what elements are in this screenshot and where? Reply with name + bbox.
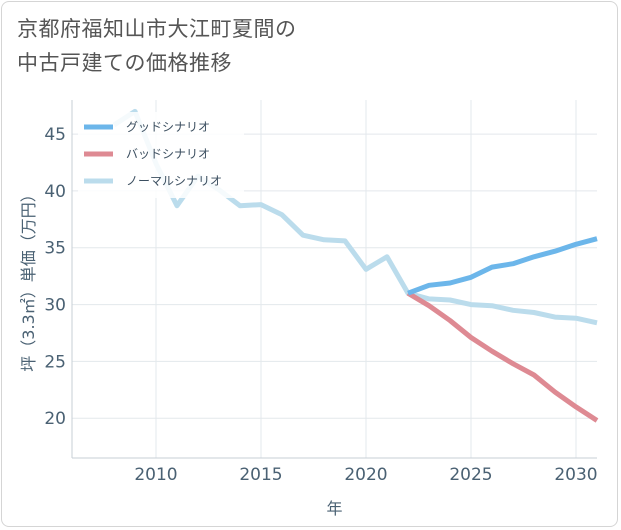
y-tick-label: 30 [44,296,66,316]
y-tick-label: 35 [44,239,66,259]
chart-title: 京都府福知山市大江町夏間の 中古戸建ての価格推移 [17,12,297,80]
legend-label[interactable]: バッドシナリオ [126,147,210,161]
series-line-2 [406,291,599,423]
x-tick-label: 2020 [344,465,387,485]
series-line-1 [407,236,598,296]
x-tick-label: 2030 [554,465,597,485]
x-axis-label: 年 [326,499,342,518]
chart-title-line-1: 京都府福知山市大江町夏間の [17,17,297,41]
y-tick-label: 40 [44,182,66,202]
chart-title-line-2: 中古戸建ての価格推移 [17,51,232,75]
y-tick-label: 45 [44,125,66,145]
y-tick-label: 20 [44,409,66,429]
plot-area [71,100,597,459]
x-tick-label: 2010 [134,465,177,485]
x-tick-label: 2025 [449,465,492,485]
legend-label[interactable]: グッドシナリオ [126,120,210,134]
x-tick-label: 2015 [239,465,282,485]
legend-label[interactable]: ノーマルシナリオ [126,174,222,188]
y-axis-label: 坪（3.3㎡）単価（万円） [19,186,38,371]
y-tick-label: 25 [44,352,66,372]
